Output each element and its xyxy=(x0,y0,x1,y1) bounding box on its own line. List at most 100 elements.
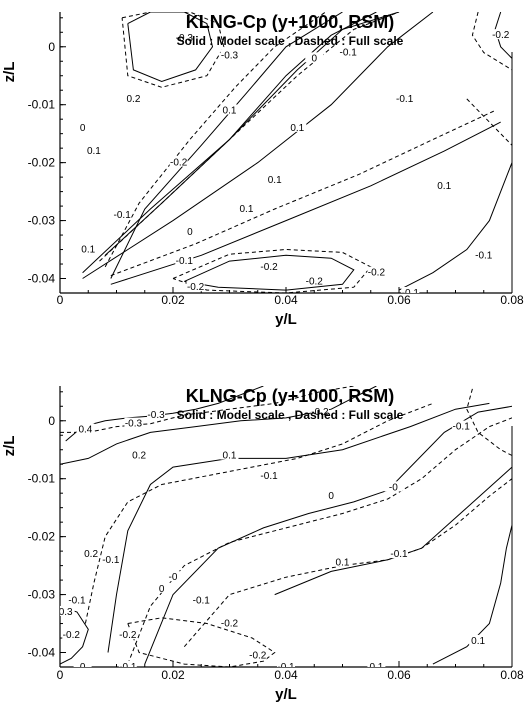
contour-label-bg xyxy=(339,46,358,57)
contour-label-bg xyxy=(288,121,307,132)
contour-label-bg xyxy=(67,594,86,605)
contour-label-bg xyxy=(79,243,98,254)
contour-label-bg xyxy=(310,406,329,417)
contour-label-bg xyxy=(175,32,194,43)
full-scale-contour-12 xyxy=(466,388,512,456)
contour-label-bg xyxy=(395,92,414,103)
contour-label: -0.2 xyxy=(260,262,278,273)
model-scale-contour-0 xyxy=(127,12,214,83)
contour-label: -0.1 xyxy=(260,471,278,482)
contour-label-bg xyxy=(367,661,386,667)
contour-label-bg xyxy=(147,408,166,419)
contour-label: -0.2 xyxy=(187,282,205,293)
contour-label: -0.2 xyxy=(368,268,386,279)
full-scale-contour-9 xyxy=(127,417,512,665)
contour-label: 0.1 xyxy=(223,451,237,462)
y-tick-label: -0.03 xyxy=(28,214,56,228)
x-tick-label: 0 xyxy=(57,668,64,682)
contour-label-bg xyxy=(452,420,471,431)
contour-label: 0.1 xyxy=(471,636,485,647)
full-scale-contour-7 xyxy=(60,386,354,433)
x-tick-label: 0.06 xyxy=(387,293,411,307)
contour-label: -0.2 xyxy=(492,30,510,41)
contour-label-bg xyxy=(322,490,341,501)
contour-label: -0.1 xyxy=(453,422,471,433)
contour-label-bg xyxy=(491,29,510,40)
contour-label: 0.1 xyxy=(268,175,282,186)
contour-label: -0.1 xyxy=(119,662,137,673)
contour-label-bg xyxy=(192,594,211,605)
full-scale-contour-15 xyxy=(466,98,512,146)
model-scale-contour-5 xyxy=(432,524,512,665)
contour-label-bg xyxy=(113,208,132,219)
contour-label: 0 xyxy=(328,491,334,502)
contour-label: 0.3 xyxy=(59,607,73,618)
y-axis-label: z/L xyxy=(1,62,18,83)
contour-label-bg xyxy=(401,287,420,293)
contour-label: 0.1 xyxy=(239,204,253,215)
contour-label: -0.3 xyxy=(221,50,239,61)
contour-label-bg xyxy=(469,634,488,645)
contour-label-bg xyxy=(118,629,137,640)
full-scale-contour-11 xyxy=(99,12,400,262)
contour-label: -0 xyxy=(389,482,398,493)
x-tick-label: 0.02 xyxy=(161,293,185,307)
y-axis-label: z/L xyxy=(1,436,18,457)
contour-label: -0.2 xyxy=(63,630,81,641)
model-scale-contour-3 xyxy=(82,12,400,274)
contour-label-bg xyxy=(220,617,239,628)
contour-label: -0.2 xyxy=(249,650,267,661)
contour-lines: -0.3 -0.3 -0.1 0 -0.1 0.1 0.1 -0.2 0.1 0.1 0.1 0 -0.… xyxy=(73,12,512,293)
y-tick-label: 0 xyxy=(48,414,55,428)
contour-label: 0.4 xyxy=(78,424,92,435)
contour-label-bg xyxy=(220,104,239,115)
chart-panel-2: 0 0.02 0.04 0.06 0.08 0 -0.01 -0.02 -0.03 -0.04 0.… xyxy=(1,386,524,703)
contour-label: 0 xyxy=(311,53,317,64)
x-tick-label: 0 xyxy=(57,293,64,307)
full-scale-contour-9 xyxy=(121,12,225,88)
full-scale-contour-8 xyxy=(84,402,434,624)
contour-label: -0.2 xyxy=(311,407,329,418)
full-scale-contour-10 xyxy=(183,478,512,648)
contour-label: -0.2 xyxy=(221,619,239,630)
model-scale-contour-4 xyxy=(82,12,434,279)
contour-label: -0.2 xyxy=(306,276,324,287)
chart-title: KLNG-Cp (y+1000, RSM) xyxy=(186,12,395,32)
contour-label-bg xyxy=(130,449,149,460)
contour-label: -0.3 xyxy=(147,410,165,421)
contour-label: 0 xyxy=(159,584,165,595)
model-scale-contour-2 xyxy=(104,12,377,256)
contour-label: -0.1 xyxy=(277,662,295,673)
x-tick-label: 0.02 xyxy=(161,668,185,682)
contour-label-bg xyxy=(220,49,239,60)
contour-label: -0.1 xyxy=(340,48,358,59)
x-tick-label: 0.08 xyxy=(500,668,524,682)
contour-label-bg xyxy=(265,174,284,185)
contour-label-bg xyxy=(305,275,324,286)
contour-label-bg xyxy=(169,156,188,167)
contour-label-bg xyxy=(390,548,408,559)
model-scale-contour-1 xyxy=(110,12,343,279)
contour-label-bg xyxy=(84,145,103,156)
model-scale-contour-3 xyxy=(144,405,512,665)
contour-label: -0.1 xyxy=(114,210,132,221)
contour-label: -0.3 xyxy=(176,33,194,44)
model-scale-contour-6 xyxy=(184,254,355,291)
contour-lines: 0.4-0.3-0.3 -0.20.2 0.1-0.10-0-0.10.2-0.1-… xyxy=(59,386,512,673)
contour-label-bg xyxy=(435,179,454,190)
contour-label: 0.1 xyxy=(369,662,383,673)
contour-label-bg xyxy=(62,629,81,640)
contour-label: 0 xyxy=(80,662,86,673)
y-tick-label: -0.01 xyxy=(28,472,56,486)
contour-label-bg xyxy=(260,469,279,480)
contour-label-bg xyxy=(305,52,324,63)
y-tick-label: -0.03 xyxy=(28,588,56,602)
contour-label-bg xyxy=(60,605,75,616)
full-scale-contour-10 xyxy=(104,12,326,268)
contour-label-bg xyxy=(277,661,295,667)
contour-label-bg xyxy=(474,249,493,260)
contour-label-bg xyxy=(248,649,267,660)
contour-label: 0.2 xyxy=(132,451,146,462)
y-tick-label: -0.01 xyxy=(28,98,56,112)
